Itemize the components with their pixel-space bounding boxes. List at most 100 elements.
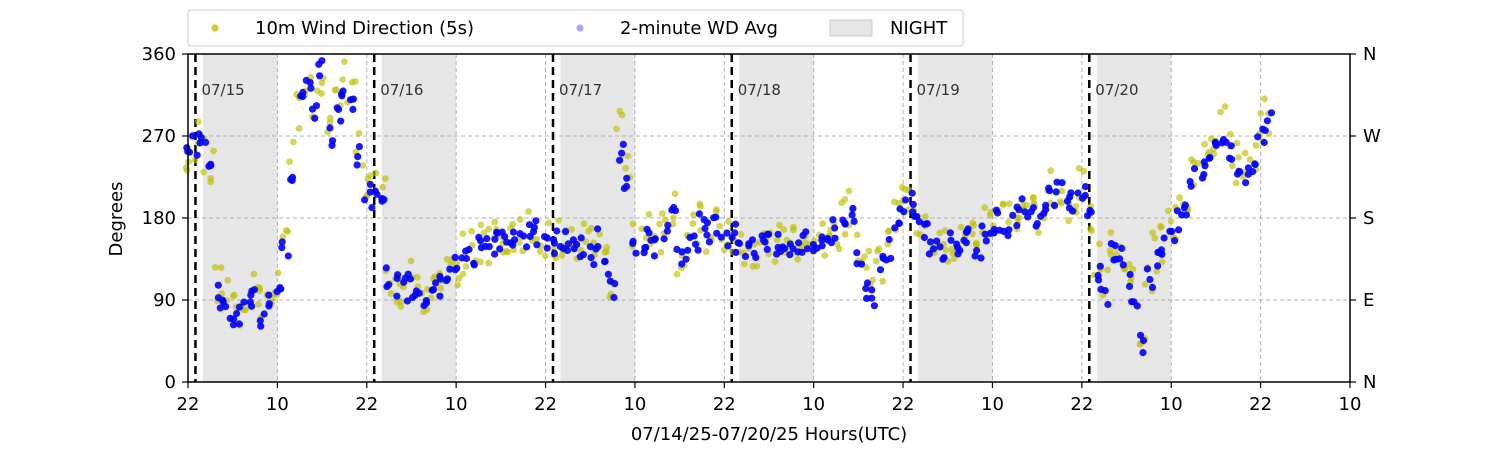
wind-point	[1029, 193, 1037, 201]
avg-point	[1236, 168, 1244, 176]
wind-point	[1023, 201, 1030, 209]
wind-point	[1221, 103, 1229, 110]
avg-point	[594, 225, 602, 233]
avg-point	[1116, 255, 1124, 263]
avg-point	[741, 252, 750, 260]
avg-point	[601, 257, 609, 265]
avg-point	[491, 250, 499, 258]
x-tick-label: 22	[1070, 394, 1093, 415]
avg-point	[1187, 182, 1195, 190]
avg-point	[366, 180, 374, 188]
avg-point	[645, 229, 653, 237]
avg-point	[1125, 282, 1134, 290]
wind-point	[1107, 229, 1115, 237]
avg-point	[523, 243, 531, 251]
wind-point	[210, 147, 217, 155]
wind-point	[516, 216, 524, 223]
wind-point	[671, 190, 679, 198]
wind-point	[318, 79, 326, 87]
wind-point	[981, 204, 989, 212]
wind-point	[670, 214, 677, 222]
avg-point	[690, 232, 698, 240]
wind-point	[1080, 167, 1088, 175]
avg-point	[491, 235, 499, 243]
avg-point	[978, 222, 986, 230]
avg-point	[540, 233, 549, 241]
wind-point	[753, 262, 761, 270]
wind-point	[1153, 267, 1161, 275]
wind-point	[712, 208, 720, 215]
wind-point	[613, 125, 620, 133]
avg-point	[798, 248, 806, 256]
avg-point	[1018, 195, 1026, 203]
avg-point	[923, 220, 931, 228]
avg-point	[235, 320, 243, 328]
y-tick-label: 360	[142, 44, 176, 65]
wind-point	[833, 240, 841, 248]
wind-point	[737, 231, 745, 238]
avg-point	[299, 88, 307, 97]
avg-point	[570, 245, 578, 253]
avg-point	[316, 72, 324, 80]
wind-point	[250, 270, 258, 278]
avg-point	[703, 231, 711, 239]
wind-point	[536, 248, 544, 255]
avg-point	[1242, 179, 1250, 187]
right-tick-label: N	[1363, 372, 1376, 393]
avg-point	[338, 90, 346, 98]
avg-point	[1009, 211, 1017, 219]
wind-point	[420, 308, 428, 316]
avg-point	[383, 283, 391, 291]
wind-point	[255, 300, 262, 308]
avg-point	[660, 235, 668, 243]
legend-box	[187, 9, 964, 47]
avg-point	[940, 254, 948, 262]
wind-point	[348, 78, 356, 86]
avg-point	[1201, 162, 1209, 170]
wind-point	[453, 259, 461, 267]
wind-point	[865, 247, 873, 255]
wind-point	[1194, 159, 1202, 167]
avg-point	[1069, 207, 1077, 215]
right-tick-label: N	[1363, 44, 1376, 65]
wind-point	[1158, 258, 1166, 266]
avg-point	[1146, 275, 1154, 284]
wind-point	[1106, 247, 1114, 254]
avg-point	[765, 230, 773, 238]
avg-point	[368, 204, 376, 212]
wind-point	[295, 125, 303, 132]
wind-point	[702, 248, 710, 256]
x-tick-label: 10	[802, 394, 825, 415]
x-axis-label: 07/14/25-07/20/25 Hours(UTC)	[631, 424, 907, 445]
wind-point	[794, 256, 802, 263]
avg-point	[1074, 189, 1082, 197]
avg-point	[1261, 126, 1269, 135]
avg-point	[347, 96, 355, 104]
avg-point	[960, 236, 968, 244]
x-tick-label: 22	[534, 394, 557, 415]
avg-point	[760, 236, 768, 244]
avg-point	[632, 249, 640, 257]
avg-point	[1052, 188, 1060, 196]
wind-point	[1229, 162, 1236, 170]
avg-point	[422, 297, 430, 305]
avg-point	[1067, 189, 1075, 197]
avg-point	[240, 298, 248, 306]
avg-point	[485, 243, 493, 251]
wind-point	[477, 221, 485, 229]
wind-point	[1005, 218, 1012, 226]
avg-point	[1104, 300, 1112, 309]
wind-point	[1015, 214, 1023, 222]
wind-point	[387, 290, 395, 297]
avg-point	[428, 286, 436, 294]
avg-point	[616, 156, 624, 164]
avg-point	[380, 196, 388, 204]
avg-point	[1166, 227, 1174, 235]
wind-point	[1047, 167, 1055, 175]
wind-point	[397, 303, 405, 310]
wind-point	[1201, 141, 1208, 148]
x-tick-label: 10	[445, 394, 468, 415]
avg-point	[543, 244, 551, 252]
wind-point	[1000, 201, 1007, 209]
wind-point	[217, 264, 225, 272]
